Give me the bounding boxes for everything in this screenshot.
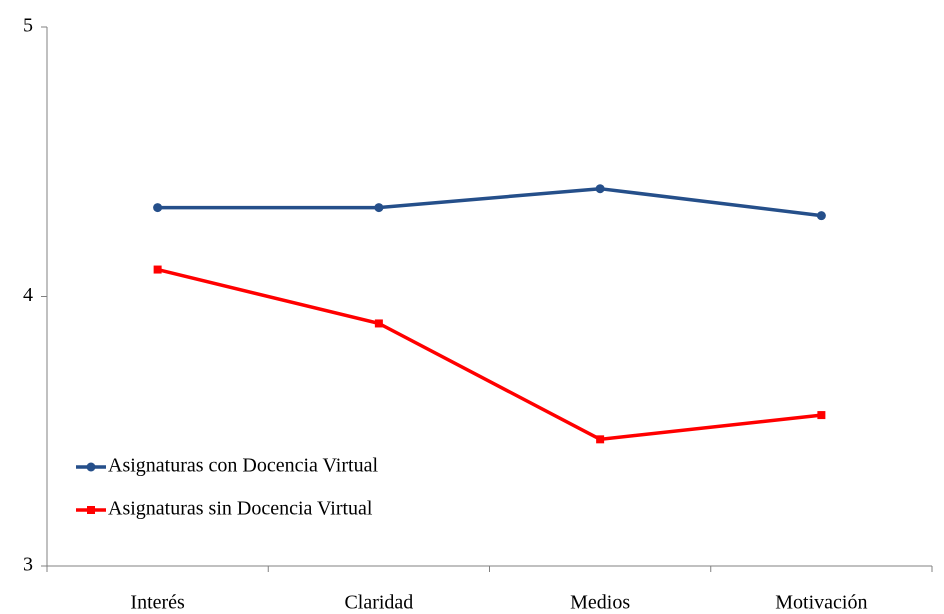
legend-label: Asignaturas sin Docencia Virtual <box>108 498 373 520</box>
x-tick-label: Motivación <box>775 592 867 614</box>
legend-label: Asignaturas con Docencia Virtual <box>108 455 378 477</box>
point <box>816 211 826 221</box>
y-tick-label: 3 <box>23 554 33 576</box>
point <box>374 319 383 328</box>
point <box>596 435 605 444</box>
x-tick-label: Interés <box>130 592 185 614</box>
x-tick-label: Medios <box>570 592 630 614</box>
series-line <box>157 186 822 218</box>
y-tick-label: 4 <box>23 284 33 306</box>
point <box>817 411 826 420</box>
legend-marker <box>86 462 96 472</box>
point <box>374 203 384 213</box>
y-tick-label: 5 <box>23 15 33 37</box>
x-tick-label: Claridad <box>344 592 413 614</box>
point <box>595 184 605 194</box>
point <box>153 203 163 213</box>
point <box>153 265 162 274</box>
series-line <box>157 267 822 442</box>
legend-marker <box>87 506 95 514</box>
